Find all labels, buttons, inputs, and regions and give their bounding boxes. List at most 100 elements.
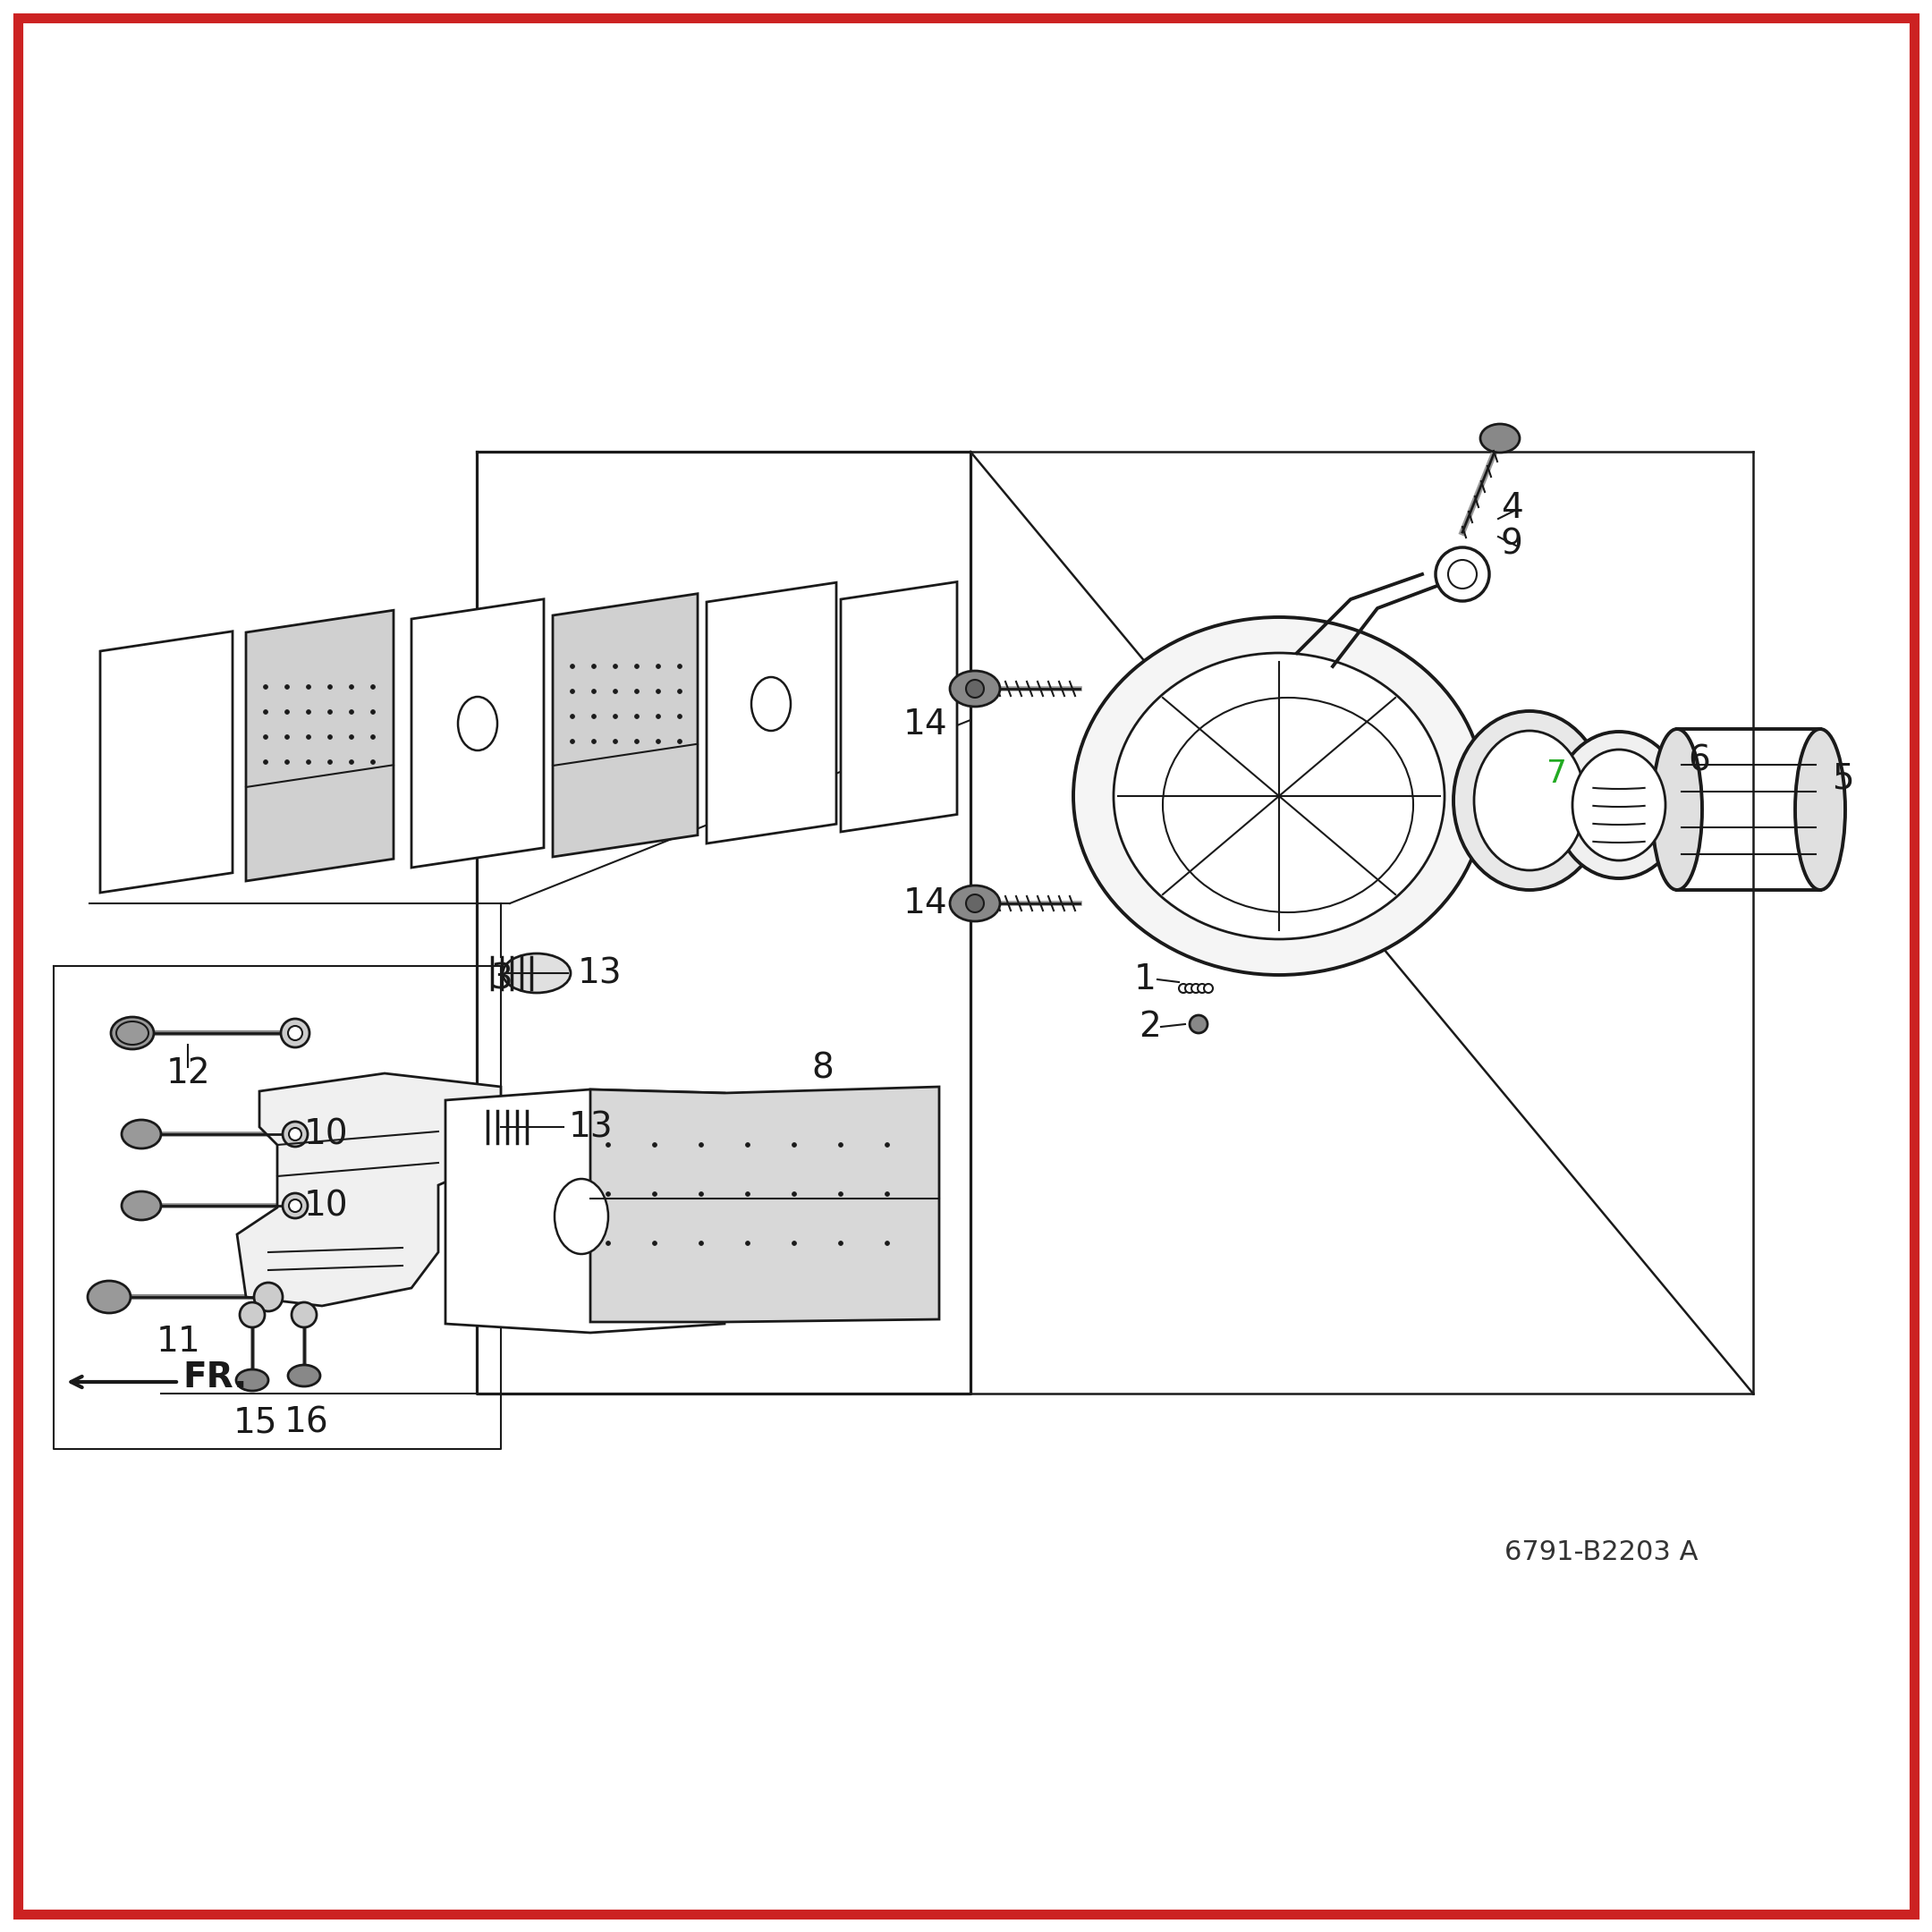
Circle shape [1179,983,1188,993]
Circle shape [678,740,682,744]
Circle shape [240,1302,265,1327]
Circle shape [290,1128,301,1140]
Circle shape [350,684,354,690]
Circle shape [838,1142,842,1148]
Circle shape [746,1192,750,1196]
Text: 10: 10 [303,1188,348,1223]
Circle shape [966,895,983,912]
Circle shape [634,715,639,719]
Circle shape [678,690,682,694]
Ellipse shape [951,670,1001,707]
Polygon shape [412,599,543,867]
Circle shape [570,665,574,668]
Circle shape [657,690,661,694]
Text: 16: 16 [284,1405,328,1439]
Ellipse shape [1453,711,1605,891]
Circle shape [284,709,290,715]
Text: 14: 14 [904,887,949,920]
Circle shape [570,715,574,719]
Circle shape [371,734,375,740]
Circle shape [371,759,375,765]
Ellipse shape [87,1281,131,1314]
Circle shape [263,734,269,740]
Circle shape [612,690,618,694]
Circle shape [792,1142,796,1148]
Circle shape [284,734,290,740]
Text: 13: 13 [568,1111,612,1144]
Text: 4: 4 [1501,491,1522,526]
Circle shape [253,1283,282,1312]
Circle shape [607,1240,611,1246]
Circle shape [678,665,682,668]
Circle shape [350,709,354,715]
Circle shape [1204,983,1213,993]
Circle shape [1435,547,1490,601]
Circle shape [607,1142,611,1148]
Circle shape [328,759,332,765]
Circle shape [699,1142,703,1148]
Circle shape [657,740,661,744]
Circle shape [885,1240,889,1246]
Circle shape [350,759,354,765]
Text: 10: 10 [303,1117,348,1151]
Ellipse shape [458,697,497,750]
Text: 8: 8 [811,1051,835,1086]
Text: 14: 14 [904,707,949,742]
Circle shape [591,715,597,719]
Text: FR.: FR. [182,1360,247,1395]
Polygon shape [707,583,837,844]
Circle shape [612,665,618,668]
Circle shape [307,709,311,715]
Circle shape [570,740,574,744]
Circle shape [328,734,332,740]
Circle shape [966,680,983,697]
Circle shape [612,715,618,719]
Circle shape [292,1302,317,1327]
Circle shape [612,740,618,744]
Circle shape [885,1192,889,1196]
Ellipse shape [502,954,570,993]
Circle shape [591,665,597,668]
Ellipse shape [498,1107,566,1148]
Circle shape [657,665,661,668]
Polygon shape [238,1074,500,1306]
Text: 9: 9 [1501,527,1522,560]
Circle shape [282,1122,307,1148]
Polygon shape [245,611,394,881]
Circle shape [746,1142,750,1148]
Text: 2: 2 [1138,1010,1161,1043]
Circle shape [634,665,639,668]
Ellipse shape [110,1016,155,1049]
Polygon shape [591,1086,939,1321]
Circle shape [290,1200,301,1211]
Text: 1: 1 [1134,962,1155,997]
Ellipse shape [122,1121,160,1148]
Circle shape [307,759,311,765]
Circle shape [1184,983,1194,993]
Circle shape [653,1142,657,1148]
Circle shape [263,759,269,765]
Ellipse shape [288,1364,321,1387]
Circle shape [657,715,661,719]
Text: 12: 12 [166,1057,211,1090]
Circle shape [699,1192,703,1196]
Ellipse shape [1652,728,1702,891]
Circle shape [838,1240,842,1246]
Circle shape [1198,983,1208,993]
Polygon shape [840,582,956,833]
Circle shape [371,709,375,715]
Circle shape [699,1240,703,1246]
Circle shape [570,690,574,694]
Ellipse shape [554,1179,609,1254]
Ellipse shape [752,676,790,730]
Text: 7: 7 [1546,759,1567,788]
Circle shape [350,734,354,740]
Circle shape [838,1192,842,1196]
Circle shape [634,690,639,694]
Circle shape [634,740,639,744]
Circle shape [284,759,290,765]
Ellipse shape [122,1192,160,1219]
Text: 13: 13 [578,956,622,989]
Text: 6791-B2203 A: 6791-B2203 A [1505,1540,1698,1565]
Ellipse shape [1163,697,1412,912]
